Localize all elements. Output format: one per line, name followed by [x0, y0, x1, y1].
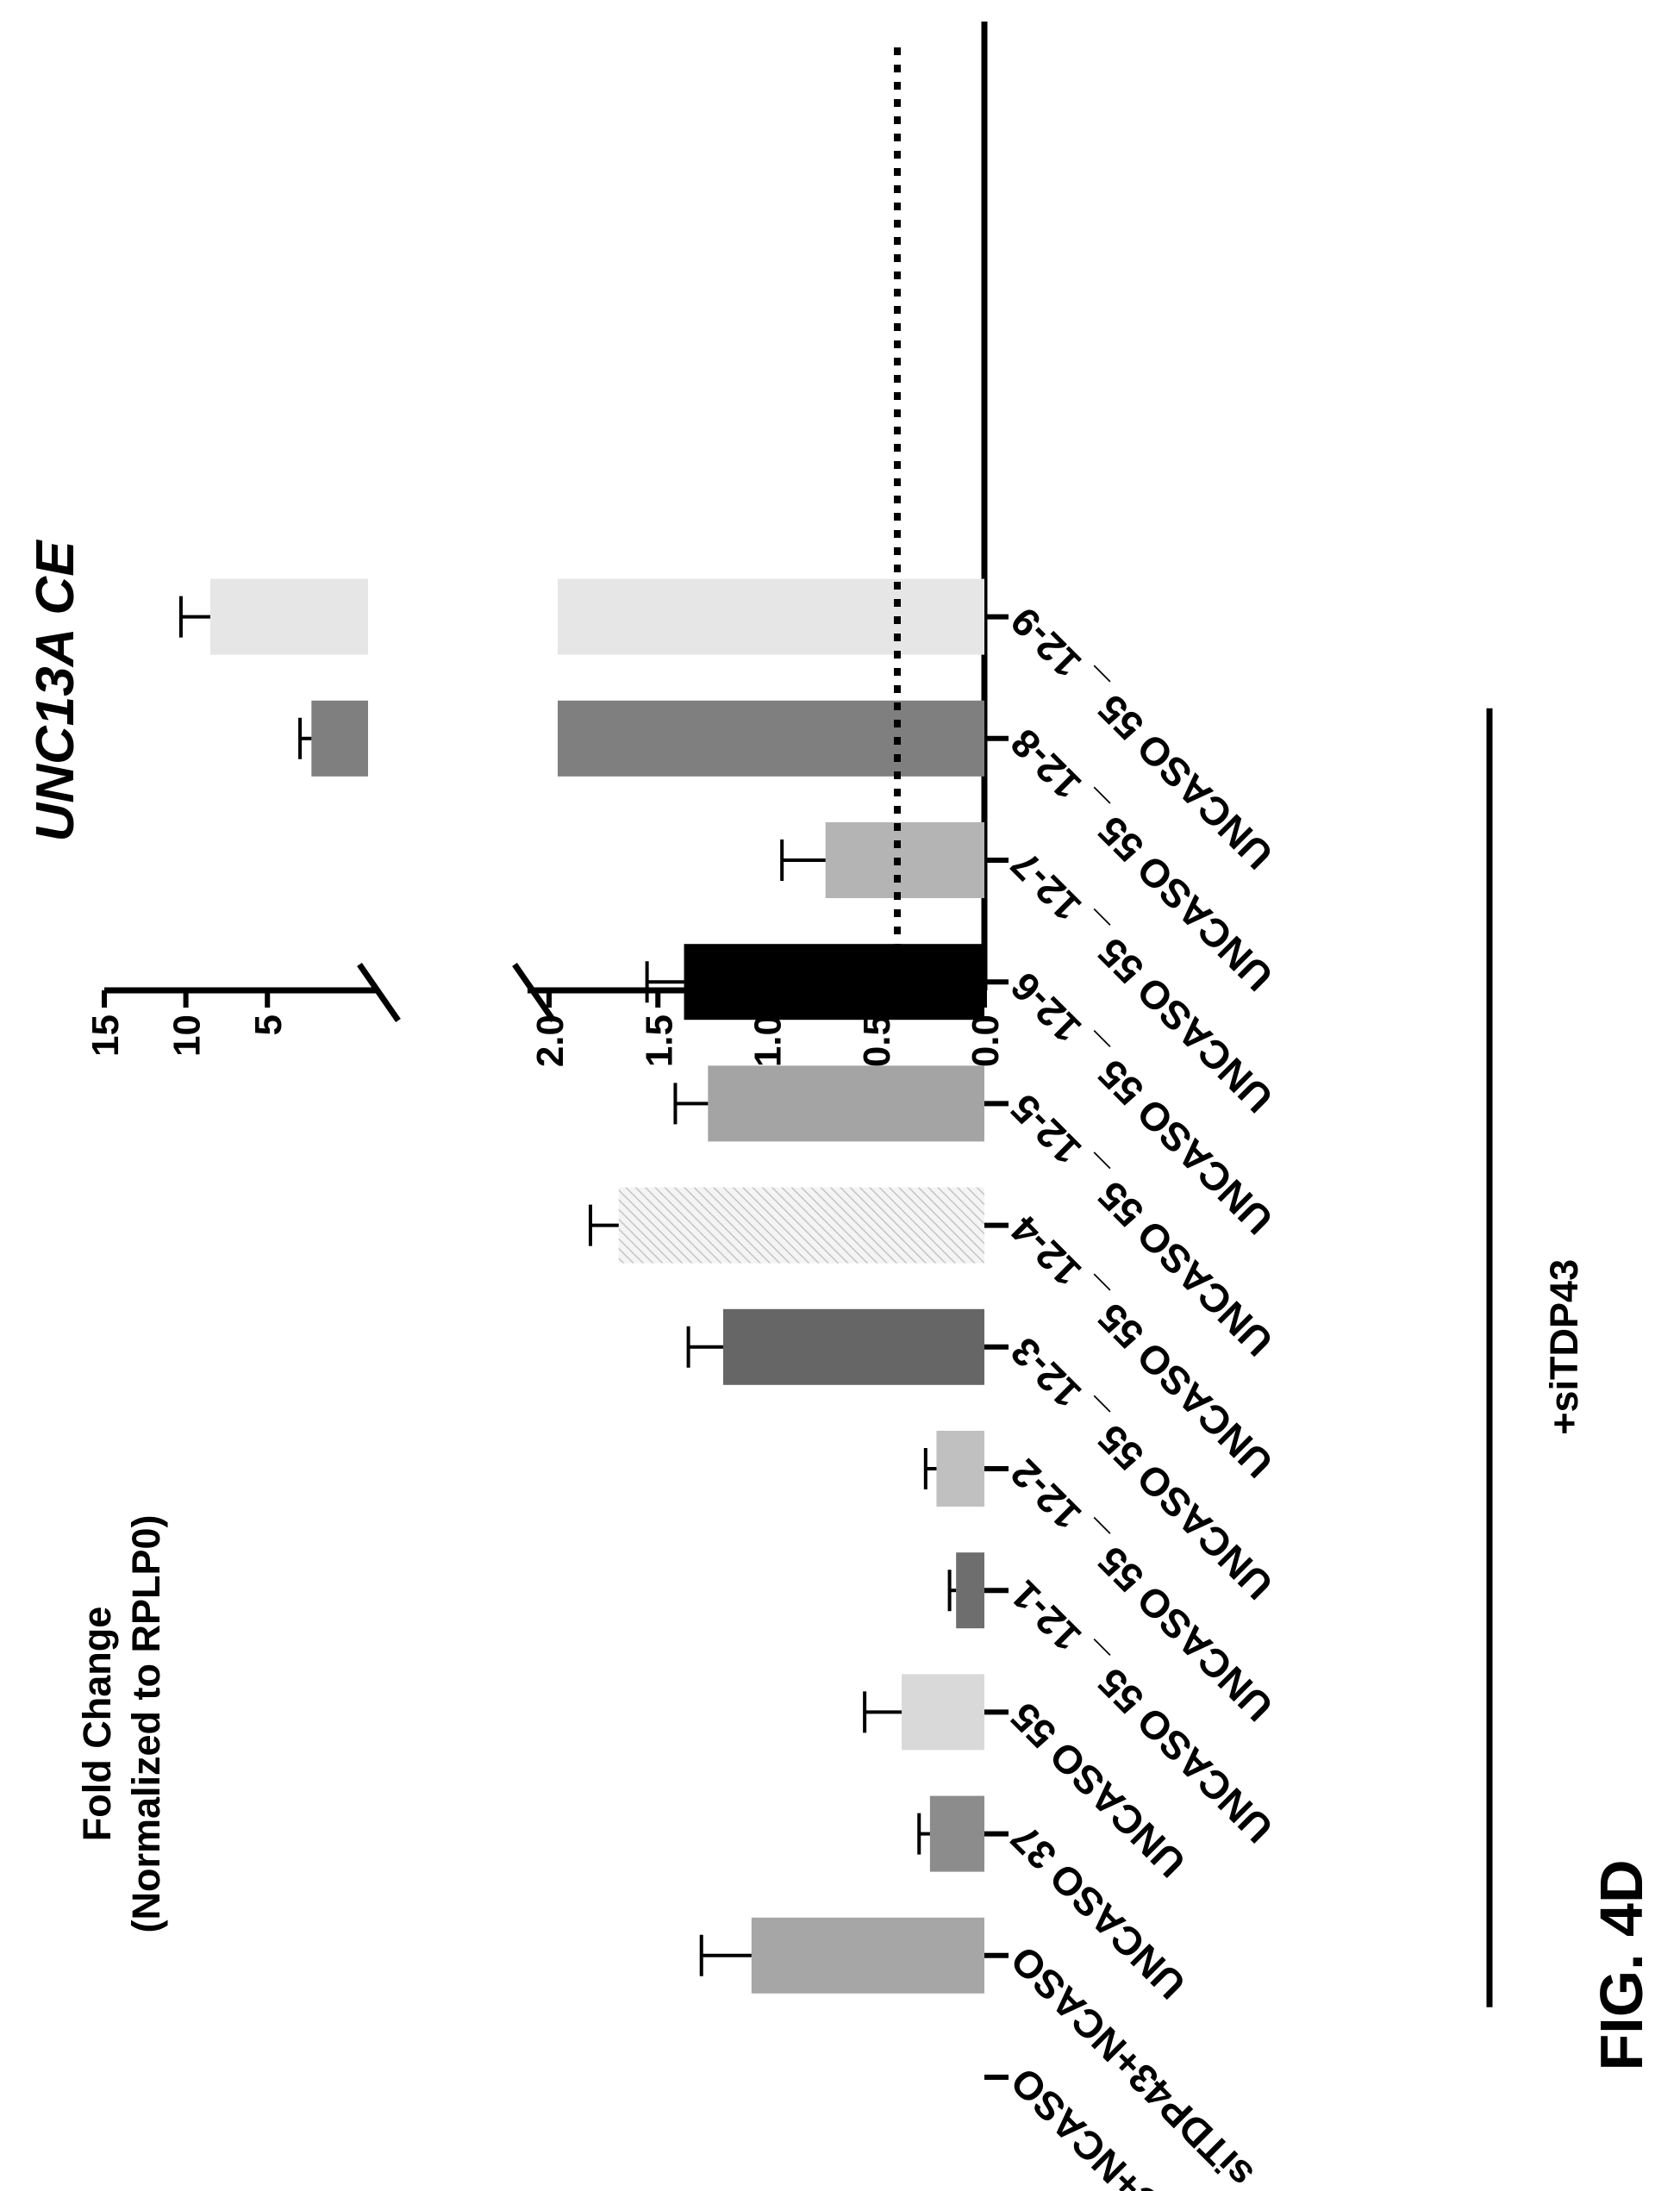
- error-bars-group: [178, 596, 957, 1976]
- bar-upper-segment: [311, 700, 369, 777]
- chart-title: UNC13A CE: [26, 540, 85, 842]
- y-tick-label: 1.0: [747, 1014, 790, 1067]
- y-axis-label-line-2: (Normalized to RPLP0): [124, 1514, 168, 1932]
- group-annotation: +siTDP43: [1486, 708, 1586, 2007]
- y-tick-label: 0.5: [856, 1014, 898, 1067]
- y-axis-ticks: 0.0 0.5 1.0 1.5 2.0 5 10 15: [84, 990, 1007, 1067]
- bar-upper-segment: [210, 578, 368, 655]
- x-axis-ticks: [984, 614, 1009, 2080]
- bar: [751, 1917, 984, 1994]
- y-tick-label: 2.0: [529, 1014, 571, 1067]
- bars-group: [210, 578, 985, 1994]
- y-tick-label: 1.5: [638, 1014, 680, 1067]
- group-label: +siTDP43: [1542, 1259, 1586, 1435]
- bar-lower-segment: [558, 700, 984, 777]
- y-tick-label: 5: [247, 1014, 290, 1035]
- bar: [902, 1674, 985, 1751]
- figure-label: FIG. 4D: [1588, 1859, 1655, 2070]
- bar: [618, 1187, 984, 1264]
- y-tick-label: 10: [166, 1014, 209, 1057]
- y-tick-label: 0.0: [965, 1014, 1007, 1067]
- bar: [825, 822, 984, 898]
- axis-break-mark-upper: [357, 963, 401, 1022]
- bar: [708, 1065, 984, 1142]
- bar: [956, 1552, 985, 1629]
- y-tick-label: 15: [84, 1014, 127, 1057]
- bar: [936, 1431, 984, 1507]
- y-axis-label-line-1: Fold Change: [75, 1607, 119, 1841]
- bar: [723, 1308, 984, 1385]
- axis-break-mark-lower: [512, 963, 556, 1022]
- bar: [684, 944, 984, 1021]
- bar-lower-segment: [558, 578, 984, 655]
- bar: [929, 1795, 984, 1872]
